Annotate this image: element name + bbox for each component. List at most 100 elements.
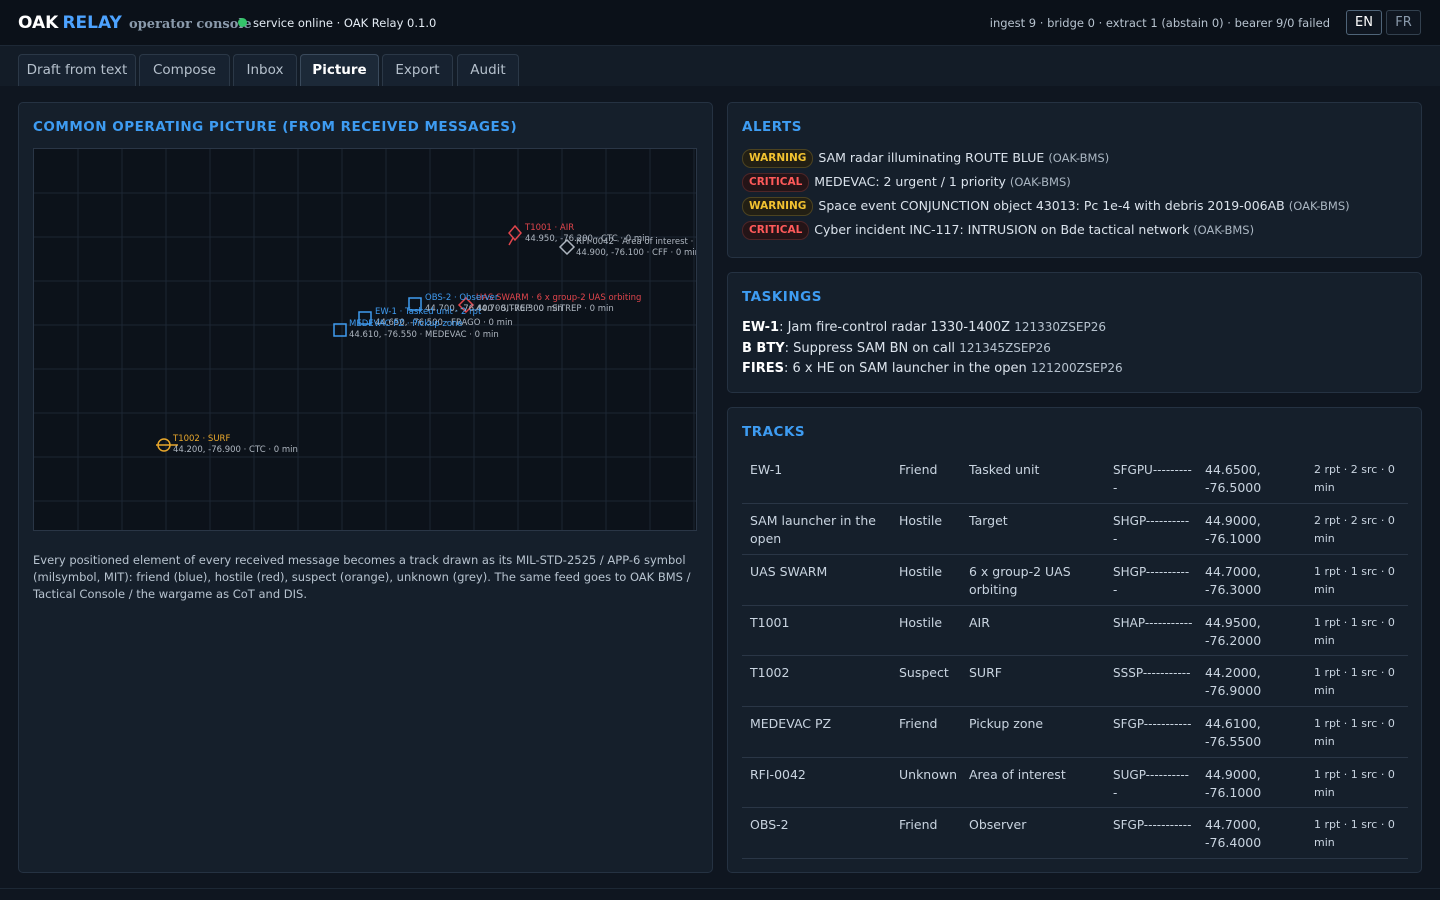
alerts-title: ALERTS xyxy=(742,119,802,135)
track-label: T1001 · AIR xyxy=(524,223,574,233)
track-sublabel: 44.700, -76.300 · SITREP · 0 min xyxy=(476,304,614,314)
alert-source: (OAK-BMS) xyxy=(1009,175,1071,189)
track-row[interactable]: SAM launcher in the open Hostile Target … xyxy=(742,504,1408,555)
track-affiliation: Friend xyxy=(899,817,938,832)
track-position: 44.7000, -76.4000 xyxy=(1205,817,1262,850)
track-position: 44.9500, -76.2000 xyxy=(1205,615,1262,648)
track-affiliation: Suspect xyxy=(899,665,949,680)
track-label: T1002 · SURF xyxy=(172,434,230,444)
tasking-dtg: 121330ZSEP26 xyxy=(1014,320,1106,334)
bottom-bar xyxy=(0,888,1440,900)
tasking-text: : Suppress SAM BN on call xyxy=(784,341,960,356)
tasking-dtg: 121345ZSEP26 xyxy=(959,341,1051,355)
alert-item: CRITICAL MEDEVAC: 2 urgent / 1 priority (… xyxy=(742,173,1071,192)
track-name: T1002 xyxy=(750,665,790,680)
alert-badge-critical: CRITICAL xyxy=(742,173,810,192)
track-row[interactable]: RFI-0042 Unknown Area of interest SUGP--… xyxy=(742,758,1408,808)
cop-map[interactable]: T1001 · AIR 44.950, -76.200 · CTC · 0 min… xyxy=(33,148,697,531)
track-meta: 1 rpt · 1 src · 0 min xyxy=(1314,818,1395,849)
tasking-dtg: 121200ZSEP26 xyxy=(1030,361,1123,375)
track-affiliation: Friend xyxy=(899,716,938,731)
track-name: MEDEVAC PZ xyxy=(750,716,832,731)
track-meta: 1 rpt · 1 src · 0 min xyxy=(1314,616,1395,647)
tab-export[interactable]: Export xyxy=(382,54,453,86)
alert-text: SAM radar illuminating ROUTE BLUE xyxy=(818,150,1045,165)
alert-source: (OAK-BMS) xyxy=(1288,199,1350,213)
track-affiliation: Hostile xyxy=(899,513,943,528)
tasking-unit: EW-1 xyxy=(742,320,780,335)
track-position: 44.6500, -76.5000 xyxy=(1205,462,1262,495)
alert-text: Cyber incident INC-117: INTRUSION on Bde… xyxy=(814,222,1190,237)
track-sublabel: 44.950, -76.200 · CTC · 0 min xyxy=(525,234,650,244)
track-description: Pickup zone xyxy=(969,716,1044,731)
alert-badge-warning: WARNING xyxy=(742,197,814,216)
brand-relay: RELAY xyxy=(62,13,122,33)
cop-panel: COMMON OPERATING PICTURE (FROM RECEIVED … xyxy=(18,102,713,873)
tab-audit[interactable]: Audit xyxy=(457,54,519,86)
track-description: Tasked unit xyxy=(969,462,1040,477)
track-sidc: SHGP----------- xyxy=(1113,514,1190,546)
track-name: EW-1 xyxy=(750,462,783,477)
track-position: 44.9000, -76.1000 xyxy=(1205,767,1262,800)
tasking-text: : 6 x HE on SAM launcher in the open xyxy=(783,361,1031,376)
track-meta: 2 rpt · 2 src · 0 min xyxy=(1314,514,1395,545)
tab-draft-from-text[interactable]: Draft from text xyxy=(18,54,136,86)
track-sublabel: 44.650, -76.500 · FRAGO · 0 min xyxy=(375,318,513,328)
alert-text: Space event CONJUNCTION object 43013: Pc… xyxy=(818,198,1285,213)
taskings-panel: TASKINGS EW-1: Jam fire-control radar 13… xyxy=(727,272,1422,393)
track-label: MEDEVAC PZ · Pickup zone xyxy=(349,319,463,329)
alert-item: WARNING Space event CONJUNCTION object 43… xyxy=(742,197,1350,216)
alert-badge-warning: WARNING xyxy=(742,149,814,168)
service-status: service online · OAK Relay 0.1.0 xyxy=(238,16,436,30)
tasking-unit: FIRES xyxy=(742,361,784,376)
alert-item: CRITICAL Cyber incident INC-117: INTRUSIO… xyxy=(742,221,1254,240)
track-meta: 1 rpt · 1 src · 0 min xyxy=(1314,717,1395,748)
track-description: 6 x group-2 UAS orbiting xyxy=(969,564,1071,597)
tab-picture[interactable]: Picture xyxy=(300,54,379,86)
brand-oak: OAK xyxy=(18,13,59,33)
track-row[interactable]: OBS-2 Friend Observer SFGP----------- 44… xyxy=(742,808,1408,859)
friend-unit-icon xyxy=(358,311,372,325)
alert-source: (OAK-BMS) xyxy=(1048,151,1110,165)
tasking-text: : Jam fire-control radar 1330-1400Z xyxy=(779,320,1015,335)
tasking-item: FIRES: 6 x HE on SAM launcher in the ope… xyxy=(742,361,1123,376)
track-row[interactable]: T1001 Hostile AIR SHAP----------- 44.950… xyxy=(742,606,1408,656)
track-sublabel: 44.610, -76.550 · MEDEVAC · 0 min xyxy=(349,330,499,340)
track-description: AIR xyxy=(969,615,990,630)
tasking-unit: B BTY xyxy=(742,341,785,356)
track-description: Target xyxy=(969,513,1008,528)
alerts-panel: ALERTS WARNING SAM radar illuminating ROU… xyxy=(727,102,1422,258)
tab-compose[interactable]: Compose xyxy=(139,54,230,86)
brand-subtitle: operator console xyxy=(129,17,252,32)
cop-title: COMMON OPERATING PICTURE (FROM RECEIVED … xyxy=(33,119,518,135)
track-sidc: SFGP----------- xyxy=(1113,818,1192,832)
track-position: 44.6100, -76.5500 xyxy=(1205,716,1262,749)
friend-unit-icon xyxy=(408,297,422,311)
track-row[interactable]: EW-1 Friend Tasked unit SFGPU---------- … xyxy=(742,453,1408,504)
track-sidc: SFGPU---------- xyxy=(1113,463,1192,495)
track-position: 44.9000, -76.1000 xyxy=(1205,513,1262,546)
track-label: EW-1 · Tasked unit · 2 rpt xyxy=(375,307,482,317)
alert-badge-critical: CRITICAL xyxy=(742,221,810,240)
track-row[interactable]: UAS SWARM Hostile 6 x group-2 UAS orbiti… xyxy=(742,555,1408,606)
track-sublabel: 44.700, -76.400 · SITREP · 0 min xyxy=(425,304,563,314)
track-row[interactable]: MEDEVAC PZ Friend Pickup zone SFGP------… xyxy=(742,707,1408,758)
lang-fr-button[interactable]: FR xyxy=(1386,10,1421,35)
track-row[interactable]: T1002 Suspect SURF SSSP----------- 44.20… xyxy=(742,656,1408,707)
track-position: 44.7000, -76.3000 xyxy=(1205,564,1262,597)
track-meta: 1 rpt · 1 src · 0 min xyxy=(1314,565,1395,596)
status-dot-icon xyxy=(238,18,247,27)
tasking-item: B BTY: Suppress SAM BN on call 121345ZSE… xyxy=(742,341,1051,356)
lang-en-button[interactable]: EN xyxy=(1346,10,1382,35)
cop-caption: Every positioned element of every receiv… xyxy=(33,553,691,601)
track-description: Observer xyxy=(969,817,1027,832)
tracks-title: TRACKS xyxy=(742,424,806,440)
hostile-unit-icon xyxy=(457,296,475,314)
track-affiliation: Hostile xyxy=(899,615,943,630)
track-name: UAS SWARM xyxy=(750,564,828,579)
track-meta: 1 rpt · 1 src · 0 min xyxy=(1314,666,1395,697)
status-text: service online · OAK Relay 0.1.0 xyxy=(253,16,437,30)
track-name: OBS-2 xyxy=(750,817,789,832)
pipeline-counters: ingest 9 · bridge 0 · extract 1 (abstain… xyxy=(989,16,1330,30)
tab-inbox[interactable]: Inbox xyxy=(233,54,297,86)
